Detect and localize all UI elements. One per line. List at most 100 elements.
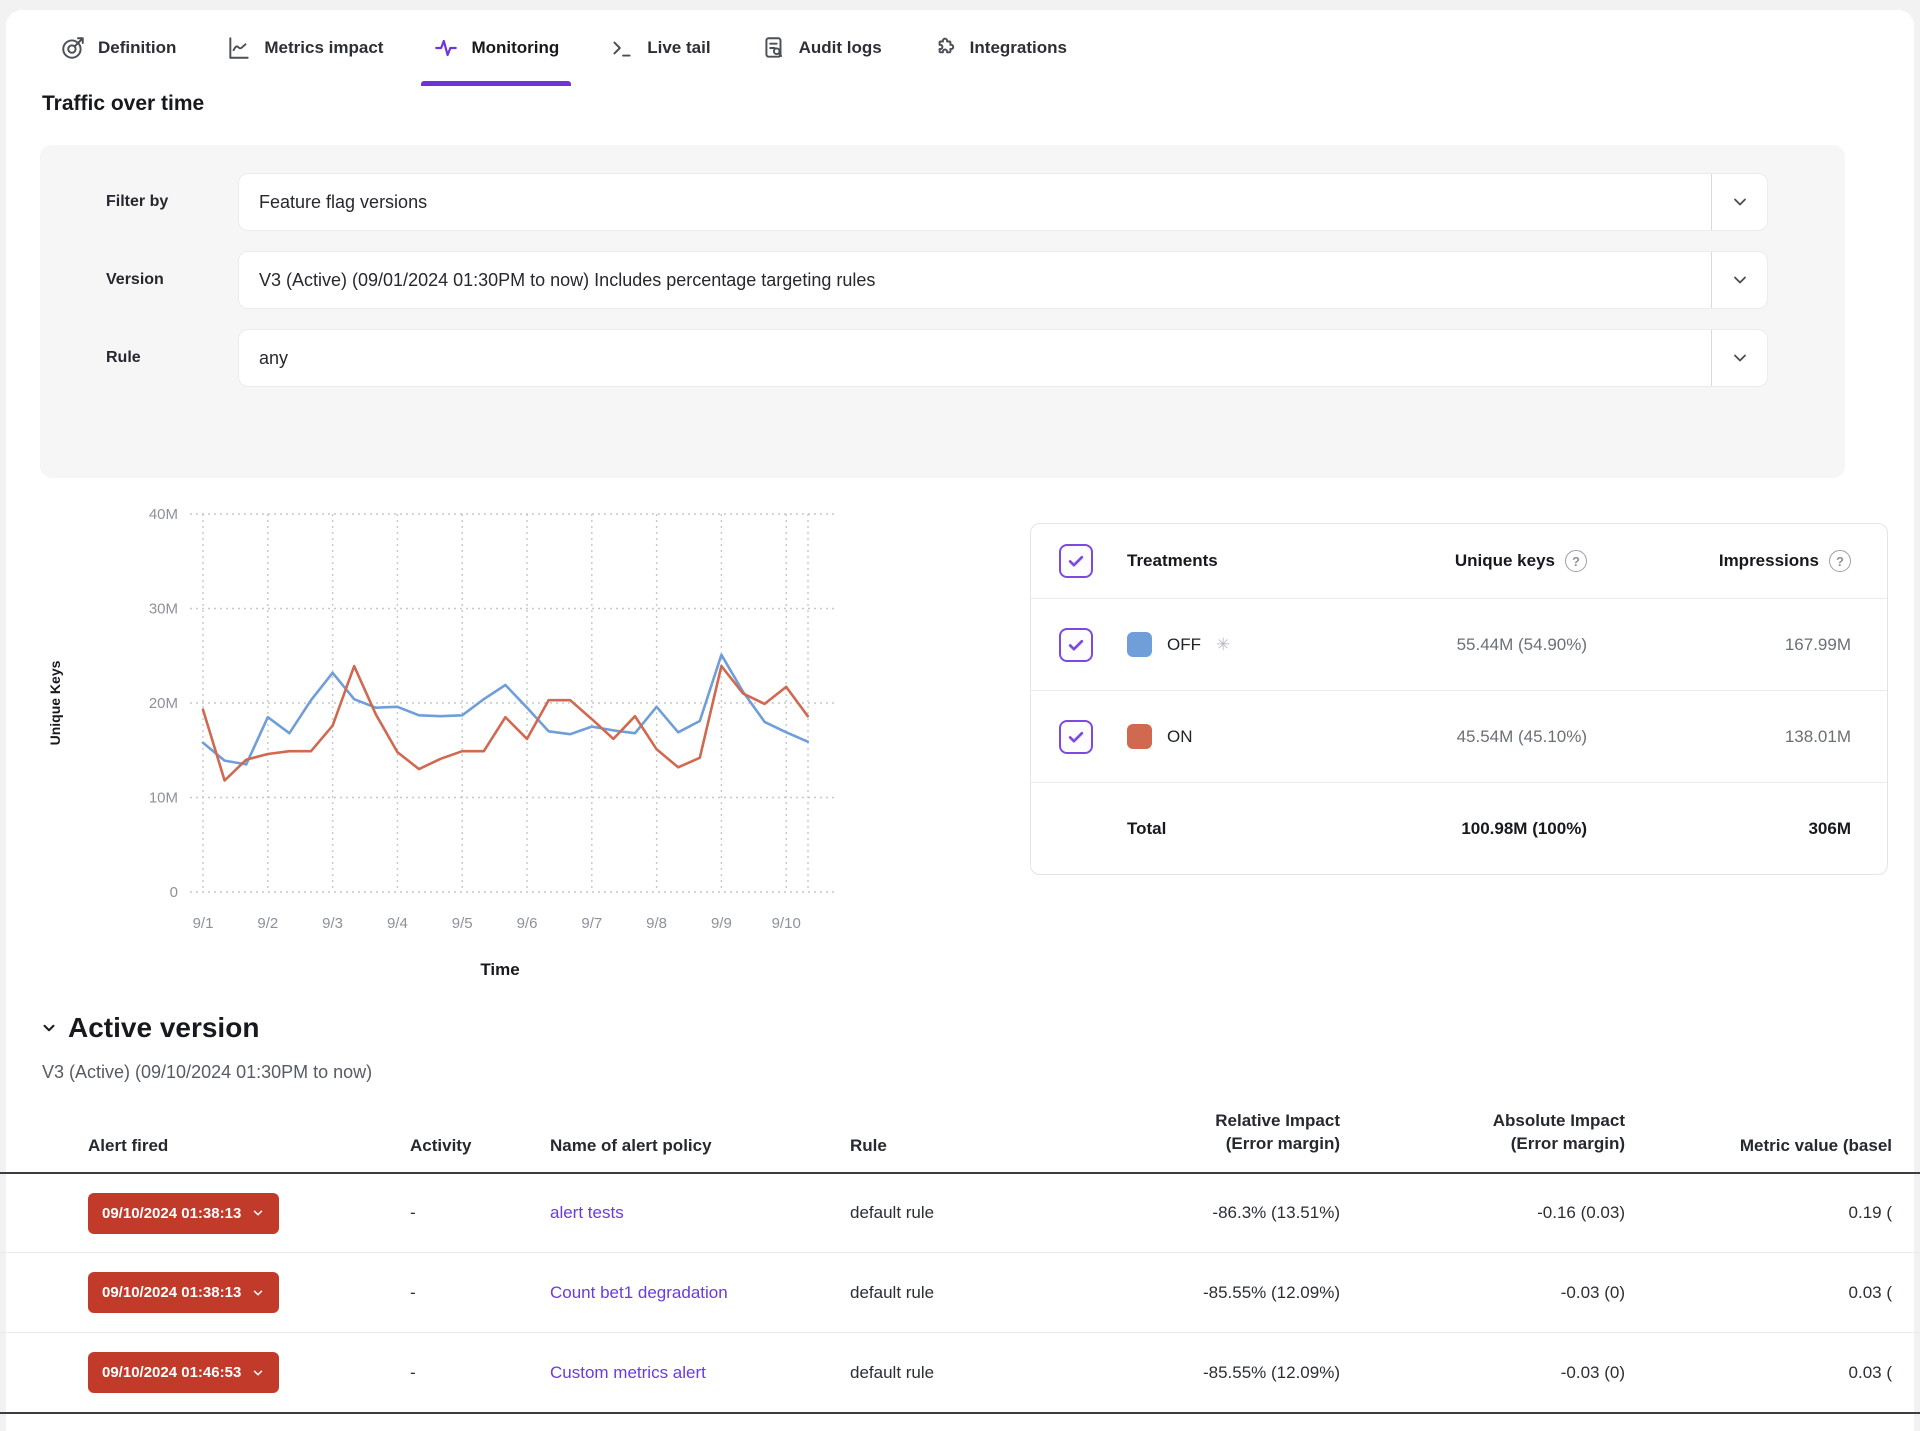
absolute-impact-cell: -0.16 (0.03) — [1537, 1203, 1625, 1223]
chevron-down-icon — [254, 1290, 263, 1296]
svg-text:10M: 10M — [149, 790, 178, 807]
tab-label: Live tail — [647, 38, 711, 57]
help-icon[interactable]: ? — [1565, 550, 1587, 572]
svg-text:Unique Keys: Unique Keys — [47, 660, 63, 745]
select-all-checkbox[interactable] — [1059, 544, 1093, 578]
relative-impact-line1: Relative Impact — [1215, 1111, 1340, 1130]
alert-row-1: 09/10/2024 01:38:13 - alert tests defaul… — [0, 1173, 1920, 1253]
treatments-header: Treatments — [1127, 551, 1218, 570]
absolute-impact-header: Absolute Impact (Error margin) — [1340, 1100, 1625, 1173]
alerts-table: Alert fired Activity Name of alert polic… — [0, 1100, 1920, 1414]
absolute-impact-line2: (Error margin) — [1510, 1133, 1625, 1153]
filter-by-select[interactable]: Feature flag versions — [238, 173, 1768, 231]
off-unique-keys: 55.44M (54.90%) — [1456, 634, 1587, 654]
chevron-down-icon — [1733, 276, 1746, 284]
page-title: Traffic over time — [42, 92, 205, 115]
tab-definition[interactable]: Definition — [42, 10, 194, 86]
off-checkbox-cell — [1059, 627, 1127, 662]
alert-fired-header: Alert fired — [88, 1135, 169, 1155]
absolute-impact-cell: -0.03 (0) — [1560, 1282, 1625, 1302]
svg-text:9/3: 9/3 — [322, 915, 343, 932]
on-checkbox[interactable] — [1059, 719, 1093, 754]
version-value: V3 (Active) (09/01/2024 01:30PM to now) … — [259, 269, 876, 290]
svg-text:9/7: 9/7 — [581, 915, 602, 932]
filter-row-rule: Rule any — [106, 329, 1845, 387]
on-impressions: 138.01M — [1784, 726, 1851, 746]
tab-label: Integrations — [969, 38, 1067, 57]
alert-policy-link[interactable]: Count bet1 degradation — [550, 1282, 728, 1302]
alerts-header-row: Alert fired Activity Name of alert polic… — [0, 1100, 1920, 1173]
filter-panel: Filter by Feature flag versions Version … — [40, 145, 1845, 478]
tab-metrics-impact[interactable]: Metrics impact — [208, 10, 401, 86]
version-label: Version — [106, 271, 164, 288]
relative-impact-line2: (Error margin) — [1225, 1133, 1340, 1153]
treatment-name: OFF — [1167, 634, 1201, 654]
treatment-row-off: OFF ✳ 55.44M (54.90%) 167.99M — [1031, 598, 1887, 690]
svg-text:9/4: 9/4 — [387, 915, 408, 932]
impressions-header-label: Impressions — [1718, 551, 1819, 570]
svg-text:9/8: 9/8 — [646, 915, 667, 932]
svg-text:9/9: 9/9 — [711, 915, 732, 932]
filter-by-label: Filter by — [106, 193, 169, 210]
alert-policy-link[interactable]: Custom metrics alert — [550, 1362, 706, 1382]
activity-header: Activity — [410, 1135, 472, 1155]
activity-cell: - — [410, 1282, 416, 1302]
activity-cell: - — [410, 1203, 416, 1223]
svg-text:9/5: 9/5 — [452, 915, 473, 932]
relative-impact-cell: -86.3% (13.51%) — [1212, 1203, 1340, 1223]
svg-text:30M: 30M — [149, 601, 178, 618]
tab-live-tail[interactable]: Live tail — [591, 10, 728, 86]
svg-text:20M: 20M — [149, 695, 178, 712]
on-checkbox-cell — [1059, 719, 1127, 754]
active-version-title: Active version — [68, 1012, 260, 1043]
active-version-toggle[interactable]: Active version — [40, 1012, 259, 1044]
off-impressions: 167.99M — [1784, 634, 1851, 654]
help-icon[interactable]: ? — [1829, 550, 1851, 572]
alert-row-3: 09/10/2024 01:46:53 - Custom metrics ale… — [0, 1333, 1920, 1413]
rule-select[interactable]: any — [238, 329, 1768, 387]
alert-policy-link[interactable]: alert tests — [550, 1203, 624, 1223]
svg-text:40M: 40M — [149, 506, 178, 523]
impressions-header: Impressions ? — [1587, 550, 1887, 572]
rule-cell: default rule — [850, 1203, 935, 1223]
version-chevron[interactable] — [1711, 252, 1767, 308]
alert-fired-badge[interactable]: 09/10/2024 01:38:13 — [88, 1272, 280, 1314]
total-unique-keys: 100.98M (100%) — [1461, 818, 1587, 838]
absolute-impact-line1: Absolute Impact — [1492, 1111, 1625, 1130]
tab-label: Definition — [98, 38, 177, 57]
tab-monitoring[interactable]: Monitoring — [415, 10, 577, 86]
monitoring-pulse-icon — [433, 35, 459, 61]
tab-integrations[interactable]: Integrations — [914, 10, 1085, 86]
alert-row-2: 09/10/2024 01:38:13 - Count bet1 degrada… — [0, 1253, 1920, 1333]
off-checkbox[interactable] — [1059, 627, 1093, 662]
metrics-chart-icon — [226, 35, 252, 61]
version-select[interactable]: V3 (Active) (09/01/2024 01:30PM to now) … — [238, 251, 1768, 309]
tab-bar: Definition Metrics impact Monitoring Liv… — [6, 10, 1914, 86]
treatments-total-row: Total 100.98M (100%) 306M — [1031, 782, 1887, 874]
chevron-down-icon — [1733, 354, 1746, 362]
unique-keys-header-label: Unique keys — [1454, 551, 1555, 570]
svg-text:0: 0 — [170, 884, 178, 901]
rule-chevron[interactable] — [1711, 330, 1767, 386]
tab-label: Audit logs — [798, 38, 882, 57]
alert-fired-badge[interactable]: 09/10/2024 01:46:53 — [88, 1352, 280, 1394]
tab-audit-logs[interactable]: Audit logs — [743, 10, 900, 86]
metric-value-cell: 0.03 ( — [1848, 1362, 1892, 1382]
treatment-row-on: ON 45.54M (45.10%) 138.01M — [1031, 690, 1887, 782]
off-color-swatch — [1127, 632, 1152, 657]
relative-impact-cell: -85.55% (12.09%) — [1202, 1362, 1340, 1382]
alert-fired-badge[interactable]: 09/10/2024 01:38:13 — [88, 1192, 280, 1234]
metric-value-cell: 0.19 ( — [1848, 1203, 1892, 1223]
svg-text:9/2: 9/2 — [257, 915, 278, 932]
rule-cell: default rule — [850, 1362, 935, 1382]
rule-label: Rule — [106, 349, 141, 366]
traffic-over-time-chart: 0 10M 20M 30M 40M 9/1 9/2 9/3 9/4 9/5 9/6 9/7 9/8 9/9… — [47, 506, 835, 979]
treatments-panel: Treatments Unique keys ? Impressions ? O… — [1030, 523, 1888, 875]
alert-fired-time: 09/10/2024 01:38:13 — [102, 1284, 242, 1302]
treatment-name: ON — [1167, 726, 1193, 746]
rule-header: Rule — [850, 1135, 887, 1155]
audit-document-icon — [761, 35, 787, 61]
filter-by-chevron[interactable] — [1711, 174, 1767, 230]
alert-fired-time: 09/10/2024 01:46:53 — [102, 1364, 242, 1382]
treatments-header-row: Treatments Unique keys ? Impressions ? — [1031, 524, 1887, 598]
